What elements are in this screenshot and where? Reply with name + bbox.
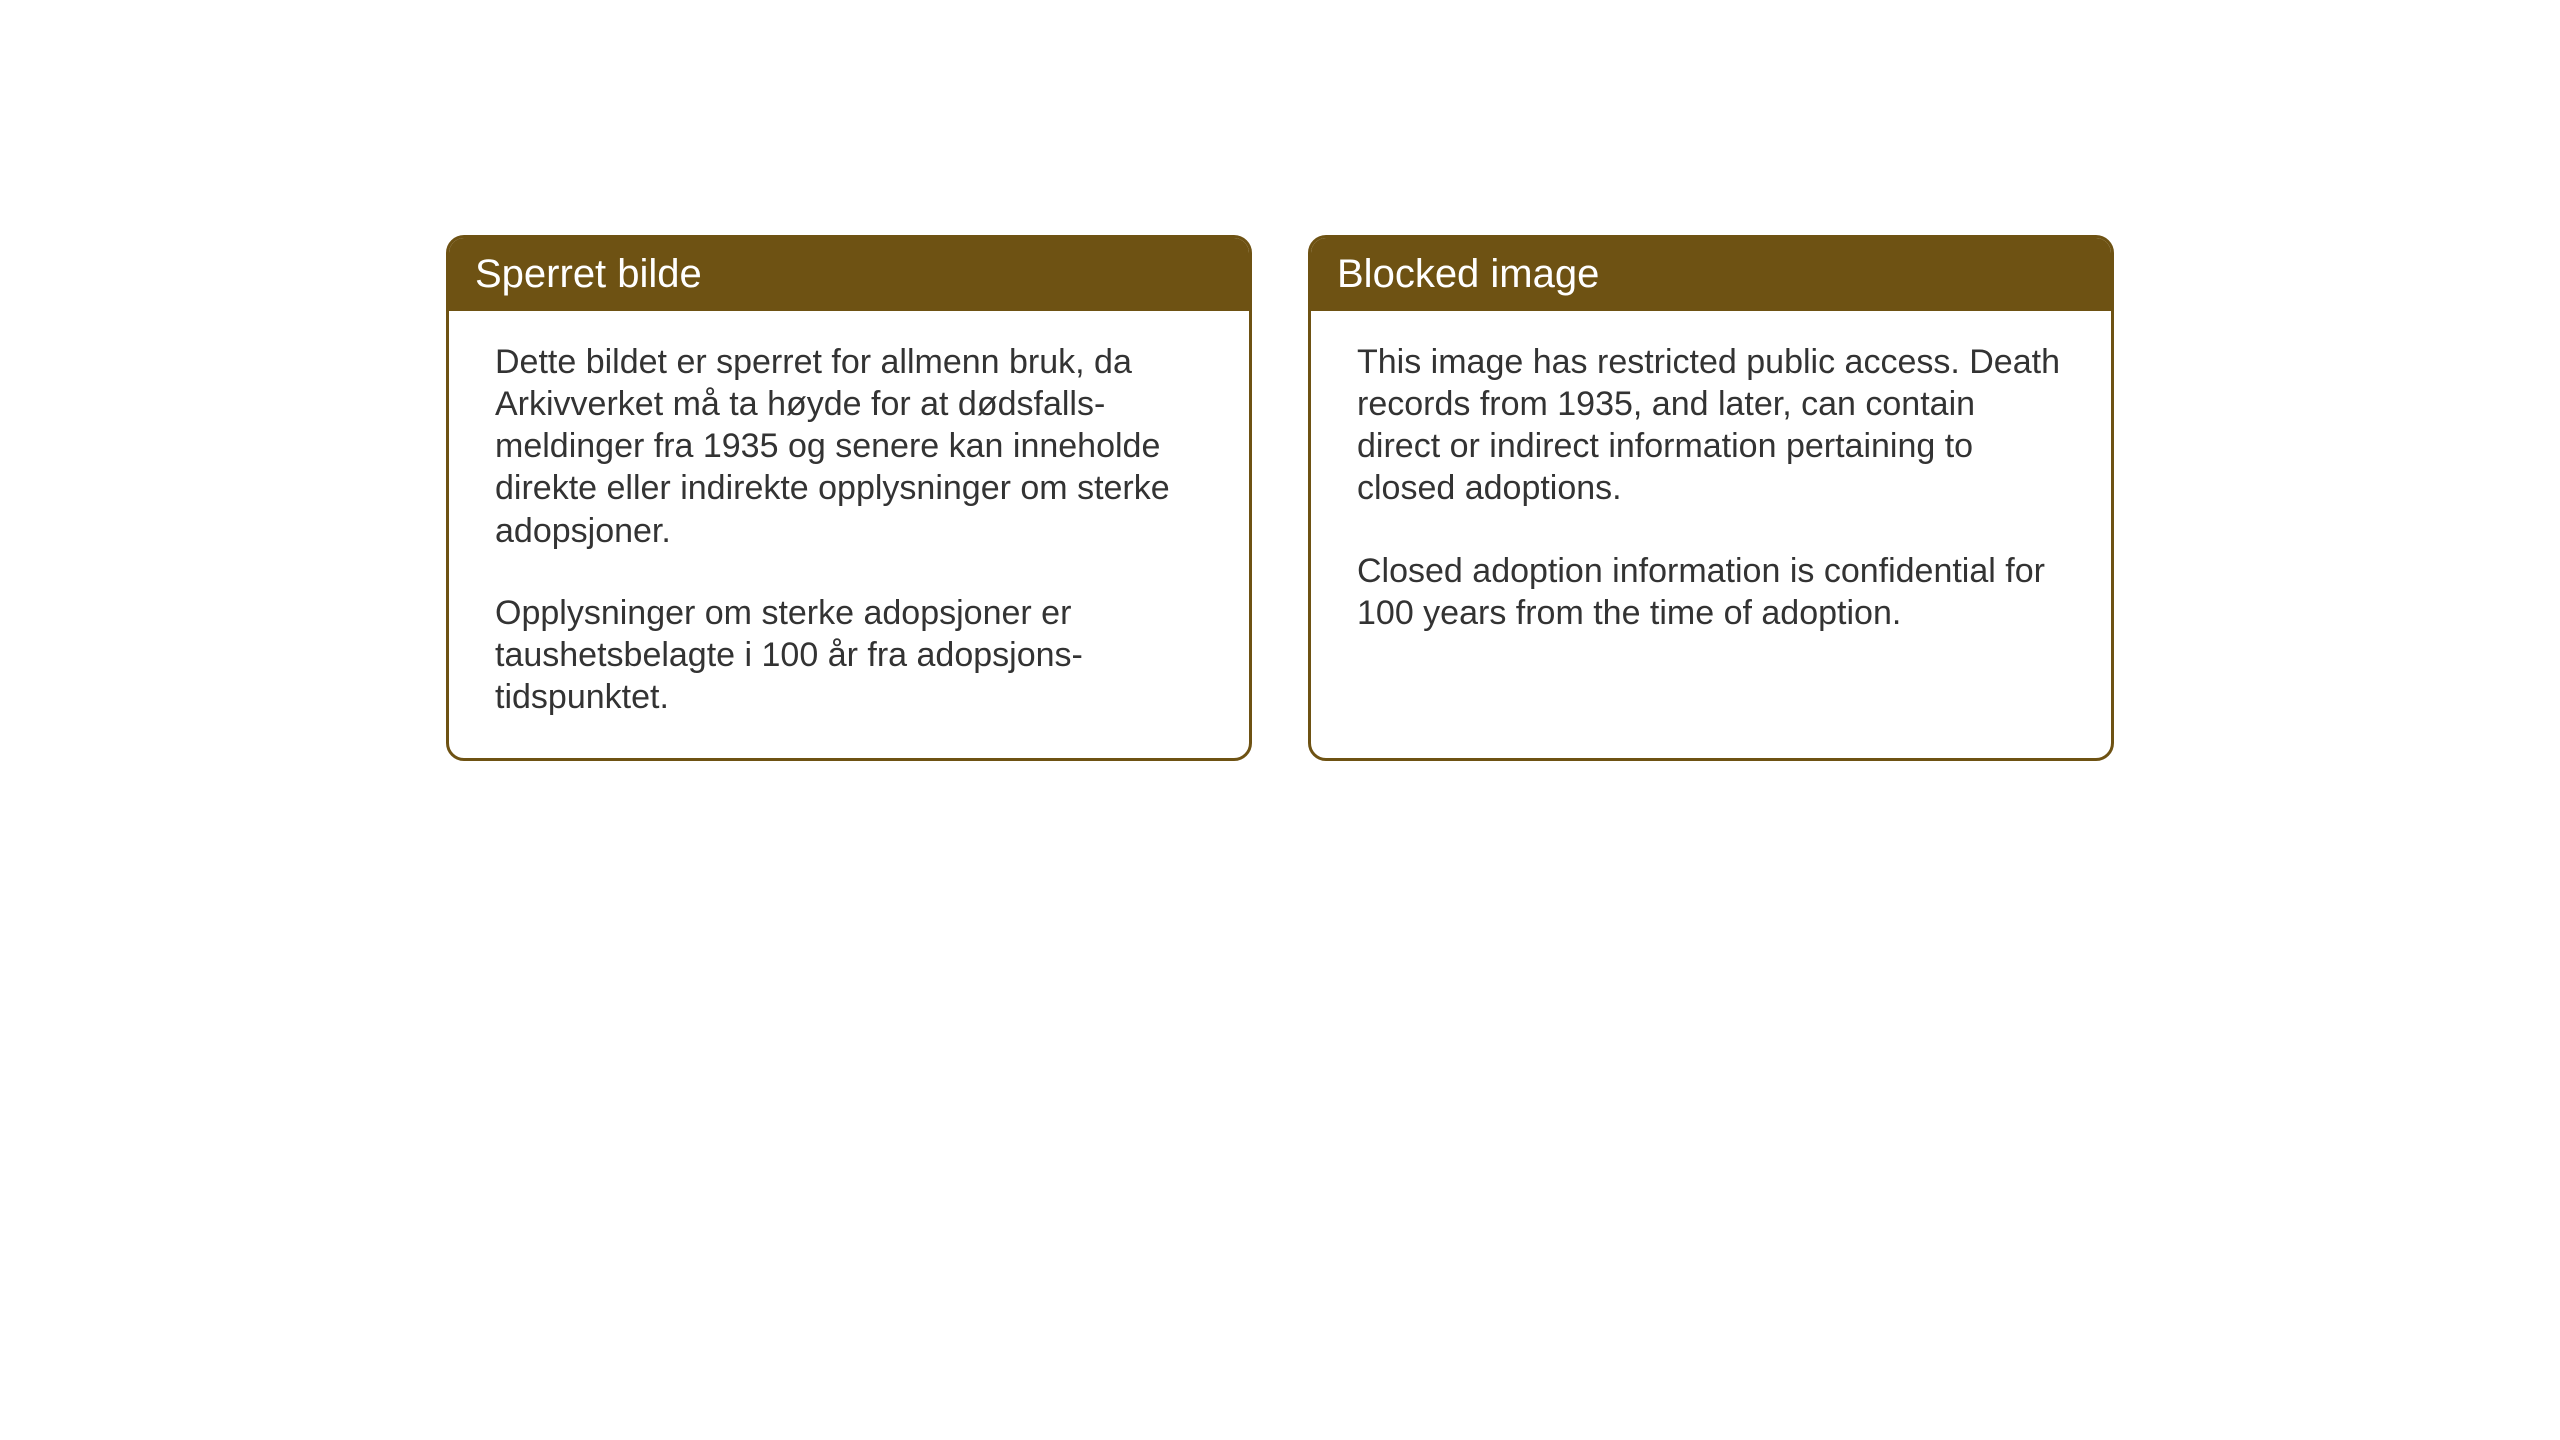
notice-card-norwegian: Sperret bilde Dette bildet er sperret fo… — [446, 235, 1252, 761]
card-paragraph: Opplysninger om sterke adopsjoner er tau… — [495, 592, 1203, 718]
card-title: Blocked image — [1337, 252, 1599, 296]
card-header: Sperret bilde — [449, 238, 1249, 311]
card-paragraph: This image has restricted public access.… — [1357, 341, 2065, 510]
card-header: Blocked image — [1311, 238, 2111, 311]
notice-card-english: Blocked image This image has restricted … — [1308, 235, 2114, 761]
card-body: Dette bildet er sperret for allmenn bruk… — [449, 311, 1249, 758]
card-paragraph: Closed adoption information is confident… — [1357, 550, 2065, 634]
notice-cards-container: Sperret bilde Dette bildet er sperret fo… — [446, 235, 2114, 761]
card-paragraph: Dette bildet er sperret for allmenn bruk… — [495, 341, 1203, 552]
card-body: This image has restricted public access.… — [1311, 311, 2111, 674]
card-title: Sperret bilde — [475, 252, 702, 296]
